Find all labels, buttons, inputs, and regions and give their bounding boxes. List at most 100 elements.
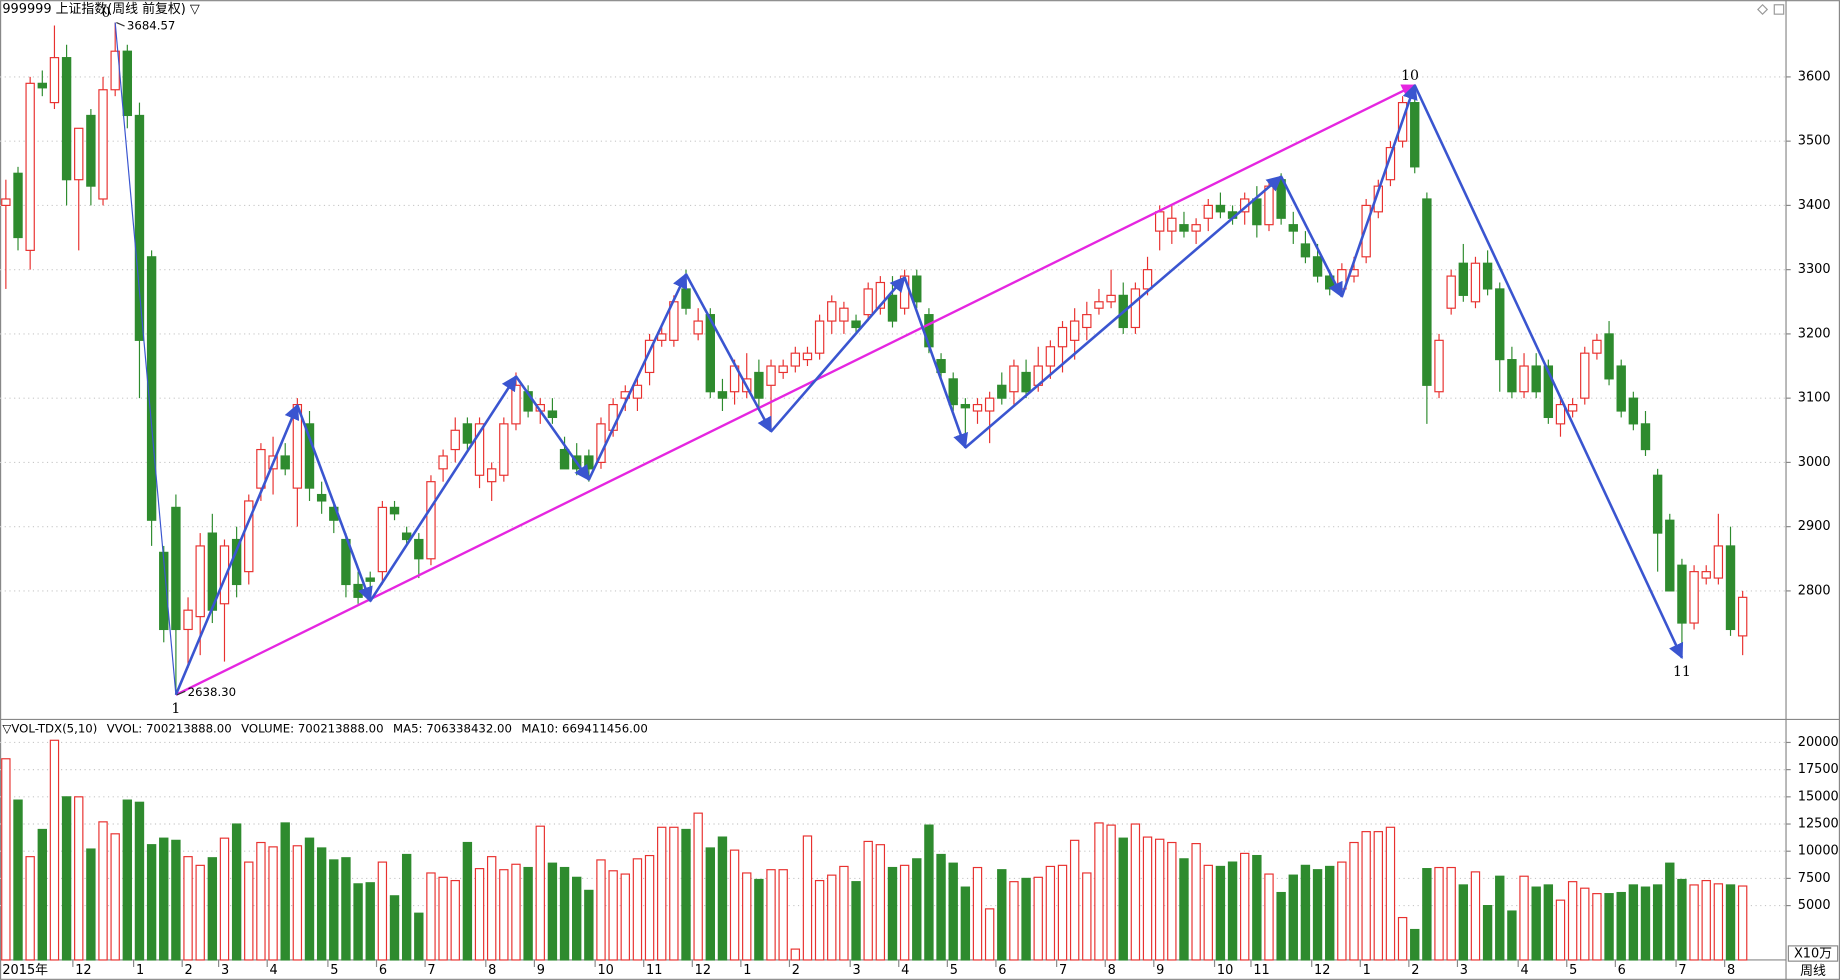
volume-bar (365, 882, 375, 961)
volume-bar (1434, 866, 1444, 961)
candle-body (316, 493, 327, 502)
candle-body (98, 89, 108, 200)
y-tick-label: 10000 (1798, 844, 1839, 859)
icon-window[interactable] (1773, 4, 1785, 15)
volume-bar (584, 889, 594, 961)
candle-body (1543, 365, 1554, 419)
volume-bar (1373, 831, 1383, 961)
volume-bar (316, 847, 327, 961)
x-tick-label: 4 (901, 963, 909, 978)
volume-bar (1325, 865, 1335, 961)
candle-body (1640, 423, 1651, 451)
price-note: 2638.30 (188, 685, 236, 699)
volume-bar (997, 869, 1007, 961)
volume-bar (377, 861, 388, 961)
wave-segment (1340, 83, 1418, 298)
volume-bar (304, 837, 315, 961)
candle-body (37, 82, 47, 89)
x-tick-label: 2015年 (2, 963, 48, 978)
unit-label: X10万 (1794, 947, 1832, 962)
volume-legend: ▽VOL-TDX(5,10) (2, 721, 97, 735)
x-tick-label: 3 (853, 963, 861, 978)
volume-bar (742, 872, 752, 961)
volume-bar (1446, 866, 1456, 961)
window-icons[interactable] (1757, 3, 1785, 15)
volume-bar (1628, 884, 1639, 961)
volume-bar (608, 870, 618, 961)
volume-bar (1203, 864, 1213, 961)
candle-body (171, 506, 181, 631)
candle-body (86, 114, 96, 187)
volume-bar (972, 866, 983, 961)
volume-bar (729, 849, 740, 961)
volume-bar (341, 857, 351, 961)
candle-body (814, 320, 825, 354)
volume-bar (657, 826, 667, 961)
x-tick-label: 7 (427, 963, 435, 978)
volume-bar (1652, 884, 1663, 961)
candle-body (474, 423, 485, 476)
candle-body (1470, 262, 1481, 303)
candle-body (511, 384, 521, 425)
volume-bar (13, 799, 23, 961)
volume-bar (802, 835, 813, 961)
volume-bar (1337, 861, 1347, 961)
x-tick-label: 12 (695, 963, 711, 978)
volume-bar (1349, 841, 1359, 961)
volume-bar (414, 912, 424, 961)
volume-bar (1240, 852, 1250, 961)
period-label: 周线 (1800, 964, 1826, 979)
candle-body (754, 371, 764, 399)
candle-body (146, 256, 157, 521)
volume-bar (438, 876, 448, 961)
x-tick-label: 5 (1569, 963, 1577, 978)
x-tick-label: 11 (646, 963, 662, 978)
volume-bar (693, 812, 703, 961)
volume-bar (74, 796, 84, 961)
x-tick-label: 8 (488, 963, 496, 978)
volume-bar (1057, 864, 1068, 961)
candle-body (438, 455, 448, 470)
volume-bar (292, 845, 303, 961)
candle-body (1215, 204, 1226, 213)
y-tick-label: 7500 (1798, 871, 1831, 886)
candle-body (1434, 339, 1444, 393)
candle-body (1179, 224, 1189, 232)
x-tick-label: 10 (597, 963, 613, 978)
volume-bar (134, 801, 145, 961)
volume-bar (1191, 843, 1201, 961)
x-tick-label: 9 (537, 963, 545, 978)
candle-body (134, 114, 145, 341)
volume-bar (1531, 886, 1541, 961)
volume-bar (644, 854, 655, 961)
candle-body (1592, 339, 1602, 354)
price-note: 3684.57 (127, 19, 175, 33)
volume-bar (1482, 905, 1493, 961)
volume-legend: MA5: 706338432.00 (393, 721, 512, 735)
wave-segment (1279, 175, 1344, 299)
candle-body (1725, 545, 1736, 631)
icon-diamond[interactable] (1757, 3, 1769, 15)
volume-bar (1106, 824, 1116, 961)
volume-bar (790, 948, 801, 961)
candle-body (948, 378, 958, 406)
candle-body (547, 410, 558, 419)
volume-bar (110, 833, 120, 961)
volume-bar (499, 869, 509, 961)
candle-body (1312, 256, 1323, 277)
wave-segment (684, 273, 773, 433)
candle-body (1737, 596, 1748, 637)
volume-bar (37, 828, 47, 961)
x-tick-label: 7 (1678, 963, 1686, 978)
volume-bar (948, 862, 958, 961)
volume-bar (559, 866, 570, 961)
volume-bar (1519, 875, 1529, 961)
candle-body (839, 307, 849, 322)
volume-bar (474, 868, 485, 961)
candle-body (863, 288, 873, 316)
candle-body (972, 403, 983, 412)
candle-body (1616, 365, 1626, 412)
candle-body (1361, 204, 1371, 258)
candle-body (1580, 352, 1590, 399)
volume-bar (207, 857, 218, 961)
